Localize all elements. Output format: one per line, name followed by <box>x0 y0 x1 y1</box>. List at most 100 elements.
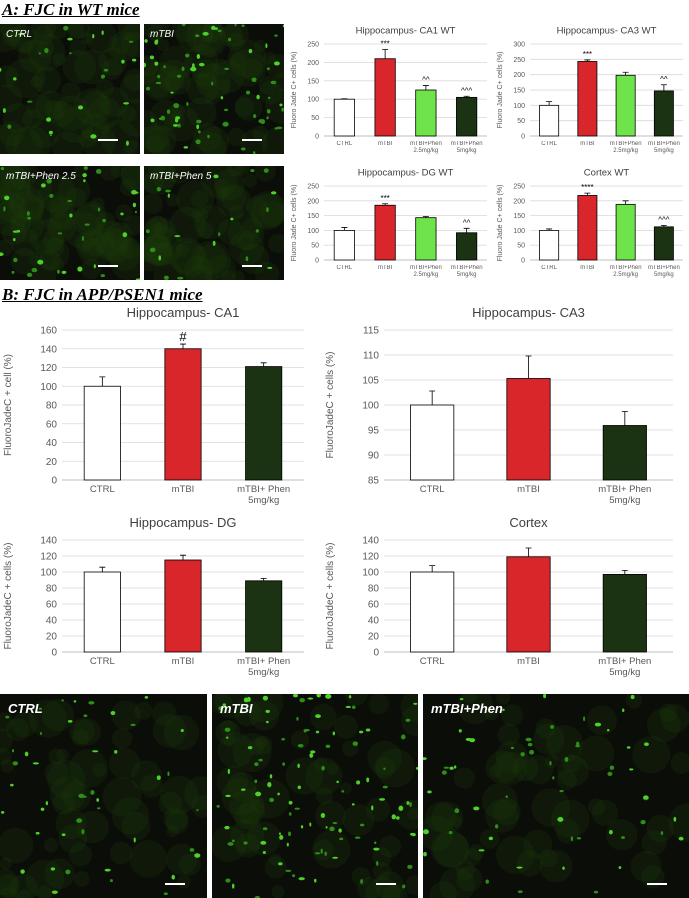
x-tick-label-box: mTBI+ Phen 5mg/kg <box>237 485 291 506</box>
bar <box>164 348 202 481</box>
y-tick-label: 120 <box>362 552 379 563</box>
y-tick-label: 60 <box>46 419 58 430</box>
x-tick-label-box: mTBI <box>378 265 392 271</box>
panel-label: A: FJC in WT mice <box>2 0 140 19</box>
y-axis-label: FluoroJadeC + cells (%) <box>325 543 336 650</box>
error-bar <box>429 390 436 405</box>
significance-label: ^^ <box>660 75 668 84</box>
x-tick-label: CTRL <box>89 657 115 667</box>
x-tick-label-box: mTBI+Phen 2.5mg/kg <box>410 141 442 154</box>
bar <box>506 556 551 653</box>
x-tick-label: mTBI <box>171 657 195 667</box>
x-tick-label-box: mTBI <box>517 485 540 495</box>
significance-label: ^^ <box>463 218 471 227</box>
y-tick-label: 120 <box>40 363 57 374</box>
bar <box>506 378 551 481</box>
error-bar <box>180 343 186 349</box>
y-tick-label: 250 <box>307 41 319 48</box>
error-bar <box>463 95 470 98</box>
y-tick-label: 200 <box>513 72 525 79</box>
error-bar <box>525 547 532 557</box>
error-bar <box>546 228 553 231</box>
image-label: mTBI+Phen <box>431 701 503 716</box>
y-tick-label: 140 <box>362 536 379 547</box>
chart-title: Hippocampus- DG <box>130 515 237 530</box>
image-label: CTRL <box>8 701 43 716</box>
y-tick-label: 95 <box>368 426 380 437</box>
x-tick-label-box: CTRL <box>336 141 353 147</box>
x-tick-label-box: mTBI <box>171 657 195 667</box>
x-tick-label-box: CTRL <box>89 485 115 495</box>
x-tick-label: CTRL <box>336 141 353 147</box>
bar-chart: Hippocampus- CA3 FluoroJadeC + cells (%) 8… <box>325 305 673 506</box>
bar <box>410 404 455 481</box>
x-tick-label-box: mTBI+Phen 5mg/kg <box>451 141 483 154</box>
bar <box>577 195 598 261</box>
significance-label: # <box>179 329 187 344</box>
image-label: mTBI <box>220 701 253 716</box>
y-tick-label: 200 <box>307 198 319 205</box>
y-tick-label: 50 <box>311 115 319 122</box>
error-bar <box>660 84 667 91</box>
x-tick-label-box: mTBI+ Phen 5mg/kg <box>598 485 651 506</box>
error-bar <box>99 376 106 387</box>
error-bar <box>621 570 628 575</box>
x-tick-label-box: mTBI+ Phen 5mg/kg <box>598 657 651 678</box>
y-tick-label: 20 <box>368 632 380 643</box>
micrograph: mTBI <box>212 694 418 898</box>
y-tick-label: 250 <box>513 183 525 190</box>
error-bar <box>422 85 429 90</box>
y-tick-label: 40 <box>368 616 380 627</box>
error-bar <box>382 203 389 206</box>
x-tick-label-box: CTRL <box>337 265 353 271</box>
error-bar <box>621 411 628 426</box>
y-axis-label: FluoroJadeC + cells (%) <box>325 352 336 459</box>
error-bar <box>341 227 348 231</box>
y-tick-label: 80 <box>46 401 58 412</box>
bar <box>602 425 647 481</box>
bar <box>83 385 121 481</box>
x-tick-label: mTBI <box>517 657 540 667</box>
bar-chart: Hippocampus- DG FluoroJadeC + cells (%) 0 2… <box>3 515 304 678</box>
image-label: mTBI <box>150 29 174 40</box>
y-tick-label: 100 <box>40 568 57 579</box>
x-tick-label: mTBI+Phen 2.5mg/kg <box>609 141 642 154</box>
x-tick-label-box: mTBI+Phen 5mg/kg <box>648 141 680 154</box>
y-tick-label: 100 <box>513 103 525 110</box>
y-tick-label: 300 <box>513 41 525 48</box>
bar <box>245 366 283 481</box>
y-tick-label: 100 <box>362 568 379 579</box>
x-tick-label: mTBI+Phen 2.5mg/kg <box>609 265 642 278</box>
y-tick-label: 100 <box>307 228 319 235</box>
x-tick-label-box: CTRL <box>89 657 115 667</box>
x-tick-label: CTRL <box>541 265 557 271</box>
micrograph: mTBI+Phen 2.5 <box>0 166 140 280</box>
bar <box>83 571 121 653</box>
y-tick-label: 80 <box>46 584 58 595</box>
x-tick-label: mTBI+ Phen 5mg/kg <box>237 485 291 506</box>
bar <box>333 98 355 137</box>
x-tick-label: mTBI <box>580 265 595 271</box>
y-tick-label: 0 <box>521 133 525 140</box>
x-tick-label-box: CTRL <box>541 265 557 271</box>
significance-label: *** <box>380 194 389 203</box>
chart-title: Hippocampus- DG WT <box>358 168 454 179</box>
y-tick-label: 0 <box>51 648 57 659</box>
image-label: CTRL <box>6 29 33 40</box>
y-tick-label: 140 <box>40 536 57 547</box>
significance-label: ^^ <box>422 76 430 85</box>
y-tick-label: 0 <box>51 476 57 487</box>
image-label: mTBI+Phen 5 <box>150 171 212 182</box>
x-tick-label-box: mTBI <box>580 141 594 147</box>
y-tick-label: 40 <box>46 616 58 627</box>
error-bar <box>463 227 470 233</box>
significance-label: **** <box>581 183 593 192</box>
bar <box>602 574 647 653</box>
y-axis-label: Fluoro Jade C+ cells (%) <box>291 52 298 129</box>
x-tick-label-box: mTBI <box>580 265 595 271</box>
y-tick-label: 160 <box>40 326 57 337</box>
y-axis-label: FluoroJadeC + cells (%) <box>3 543 14 650</box>
y-axis-label: Fluoro Jade C+ cells (%) <box>291 185 298 262</box>
error-bar <box>382 49 389 59</box>
x-tick-label: CTRL <box>89 485 115 495</box>
